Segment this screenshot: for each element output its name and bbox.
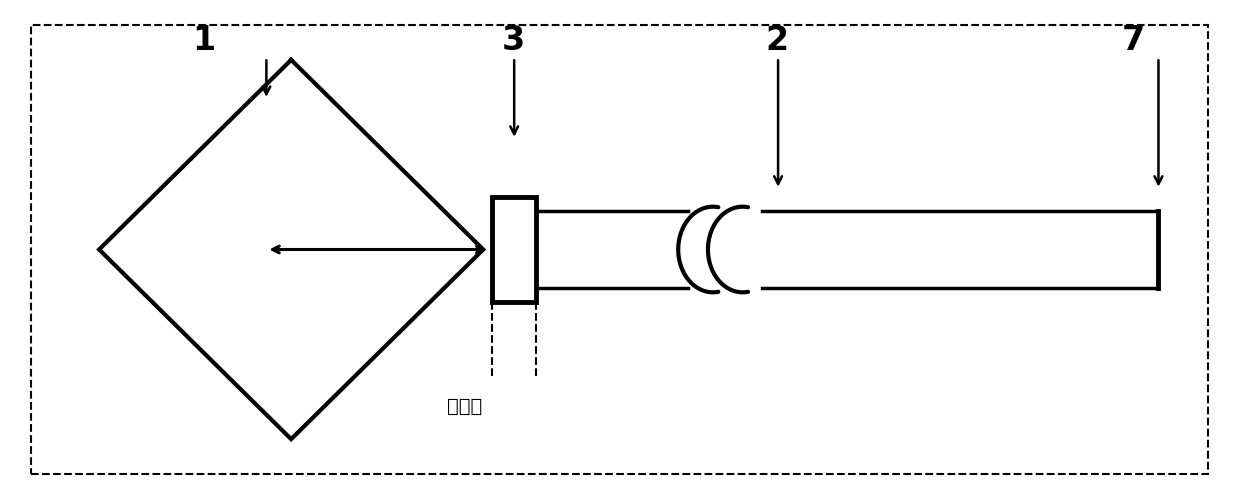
Text: 2: 2 (766, 24, 789, 57)
Polygon shape (99, 60, 483, 439)
Text: 3: 3 (502, 24, 525, 57)
Text: 变形量: 变形量 (447, 397, 482, 416)
Text: 7: 7 (1121, 24, 1145, 57)
Bar (492, 197, 536, 302)
Text: 1: 1 (192, 24, 216, 57)
